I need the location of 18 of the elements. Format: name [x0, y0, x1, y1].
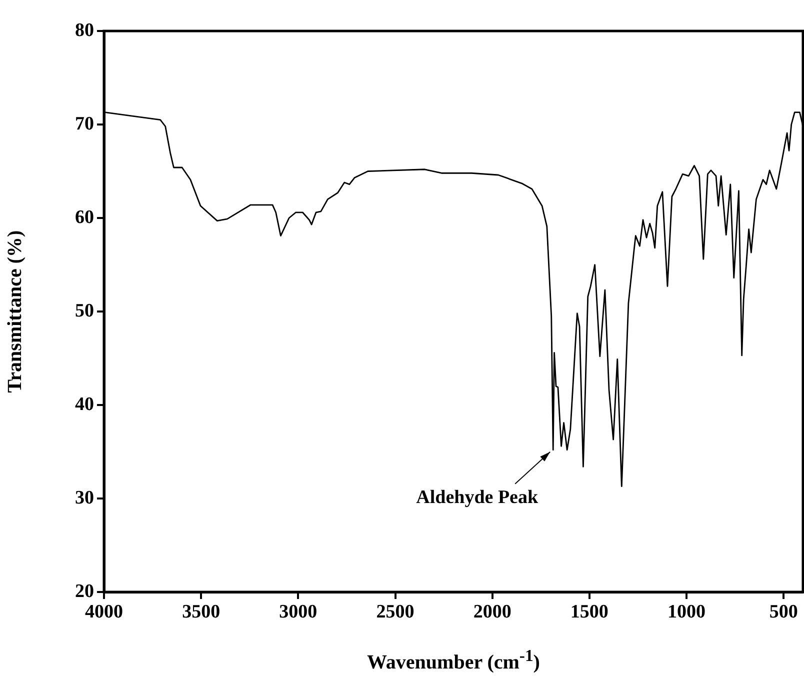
x-tick-label: 1000: [668, 601, 706, 622]
x-tick-label: 2000: [473, 601, 512, 622]
y-tick-label: 80: [75, 20, 94, 41]
y-tick-label: 40: [75, 394, 94, 415]
y-tick-label: 20: [75, 580, 94, 602]
annotation: Aldehyde Peak: [416, 486, 538, 508]
y-tick-label: 30: [75, 487, 94, 508]
x-tick-label: 2500: [376, 601, 414, 622]
x-tick-label: 3500: [182, 601, 220, 622]
y-axis-title: Transmittance (%): [4, 230, 26, 393]
y-tick-label: 60: [75, 206, 94, 228]
x-tick-label: 3000: [279, 601, 318, 622]
x-tick-label: 4000: [85, 601, 123, 622]
x-tick-label: 500: [769, 601, 798, 622]
y-tick-label: 50: [75, 300, 94, 322]
y-tick-label: 70: [75, 113, 94, 134]
x-tick-label: 1500: [570, 601, 608, 622]
x-axis-title: Wavenumber (cm$^{-1}$): [366, 646, 541, 675]
